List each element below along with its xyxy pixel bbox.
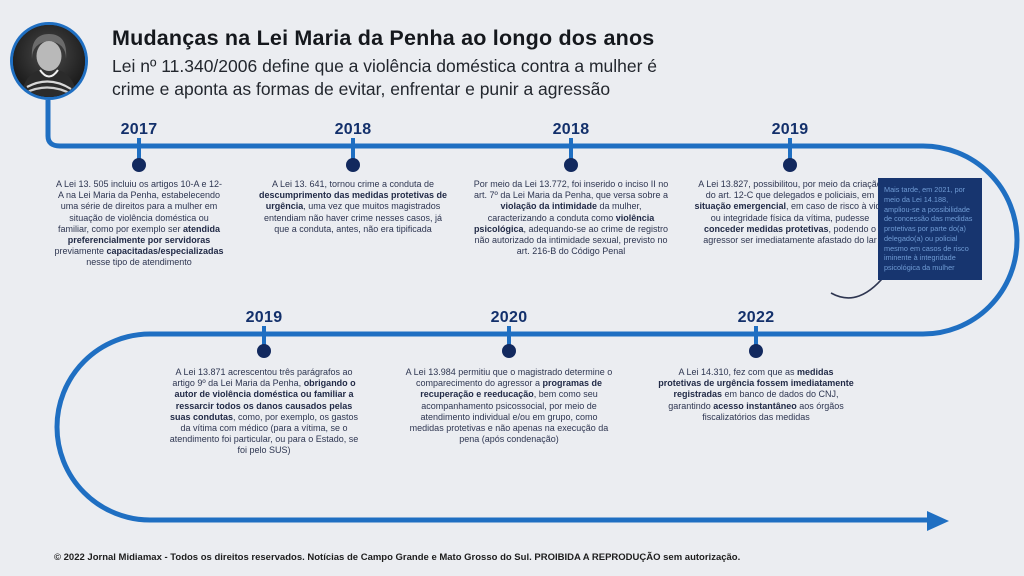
timeline-entry-text: A Lei 13.984 permitiu que o magistrado d… <box>405 367 613 445</box>
year-dot <box>502 344 516 358</box>
entry-text-plain: , uma vez que muitos magistrados entendi… <box>263 201 443 234</box>
entry-text-plain: A Lei 14.310, fez com que as <box>678 367 798 377</box>
entry-text-plain: , adequando-se ao crime de registro não … <box>474 223 669 257</box>
year-dot <box>132 158 146 172</box>
timeline-arrowhead-icon <box>927 511 949 531</box>
year-label: 2019 <box>771 121 809 138</box>
entry-text-plain: em banco de dados do CNJ, garantindo <box>668 389 839 411</box>
timeline-dots <box>132 138 797 358</box>
entry-text-plain: A Lei 13.827, possibilitou, por meio da … <box>698 179 882 201</box>
maria-da-penha-photo <box>10 22 88 100</box>
page-subtitle: Lei nº 11.340/2006 define que a violênci… <box>112 56 658 99</box>
entry-text-bold: acesso instantâneo <box>713 400 797 411</box>
entry-text-plain: da mulher, caracterizando a conduta como <box>487 201 642 223</box>
entry-text-plain: A Lei 13.984 permitiu que o magistrado d… <box>405 367 613 389</box>
entry-text-plain: A Lei 13. 641, tornou crime a conduta de <box>271 179 435 189</box>
entry-text-plain: Por meio da Lei 13.772, foi inserido o i… <box>473 179 669 201</box>
year-dot <box>783 158 797 172</box>
entry-text-bold: situação emergencial <box>694 201 786 212</box>
timeline-entry-text: Por meio da Lei 13.772, foi inserido o i… <box>473 179 669 257</box>
page-title: Mudanças na Lei Maria da Penha ao longo … <box>112 26 655 50</box>
law-14188-callout: Mais tarde, em 2021, por meio da Lei 14.… <box>878 178 982 280</box>
entry-text-bold: atendida preferencialmente por servidora… <box>67 223 221 246</box>
entry-text-plain: nesse tipo de atendimento <box>86 257 192 268</box>
entry-text-plain: , como, por exemplo, os gastos da vítima… <box>169 411 359 456</box>
entry-text-bold: violação da intimidade <box>500 201 597 212</box>
entry-text-bold: conceder medidas protetivas <box>703 223 829 234</box>
entry-text-bold: violência psicológica <box>473 212 655 234</box>
year-label: 2018 <box>552 121 590 138</box>
entry-text-plain: A Lei 13.871 acrescentou três parágrafos… <box>172 367 353 389</box>
entry-text-bold: programas de recuperação e reeducação <box>420 378 603 400</box>
year-label: 2022 <box>737 309 775 326</box>
entry-text-plain: aos órgãos fiscalizatórios das medidas <box>702 400 844 422</box>
timeline-entry-text: A Lei 13.871 acrescentou três parágrafos… <box>165 367 363 457</box>
year-label: 2019 <box>245 309 283 326</box>
entry-text-plain: , em caso de risco à vida ou integridade… <box>710 201 886 223</box>
entry-text-plain: previamente <box>54 246 107 257</box>
year-dot <box>564 158 578 172</box>
entry-text-bold: medidas protetivas de urgência fossem im… <box>658 367 854 400</box>
year-dot <box>257 344 271 358</box>
entry-text-bold: capacitadas/especializadas <box>106 246 224 257</box>
entry-text-plain: , bem como seu acompanhamento psicossoci… <box>409 389 609 445</box>
year-label: 2018 <box>334 121 372 138</box>
year-label: 2017 <box>120 121 158 138</box>
year-label: 2020 <box>490 309 528 326</box>
entry-text-bold: obrigando o autor de violência doméstica… <box>169 378 356 422</box>
entry-text-plain: , podendo o agressor ser imediatamente a… <box>703 223 877 246</box>
entry-text-bold: descumprimento das medidas protetivas de… <box>258 190 448 212</box>
timeline-entry-text: A Lei 13. 505 incluiu os artigos 10-A e … <box>54 179 224 269</box>
entry-text-plain: A Lei 13. 505 incluiu os artigos 10-A e … <box>55 179 223 234</box>
year-dot <box>749 344 763 358</box>
timeline-path <box>45 100 1020 523</box>
timeline-entry-text: A Lei 13. 641, tornou crime a conduta de… <box>258 179 448 235</box>
portrait-placeholder-icon <box>13 25 85 97</box>
copyright-footer: © 2022 Jornal Midiamax - Todos os direit… <box>54 552 741 563</box>
timeline-entry-text: A Lei 14.310, fez com que as medidas pro… <box>657 367 855 423</box>
timeline-entry-text: A Lei 13.827, possibilitou, por meio da … <box>692 179 888 246</box>
year-dot <box>346 158 360 172</box>
